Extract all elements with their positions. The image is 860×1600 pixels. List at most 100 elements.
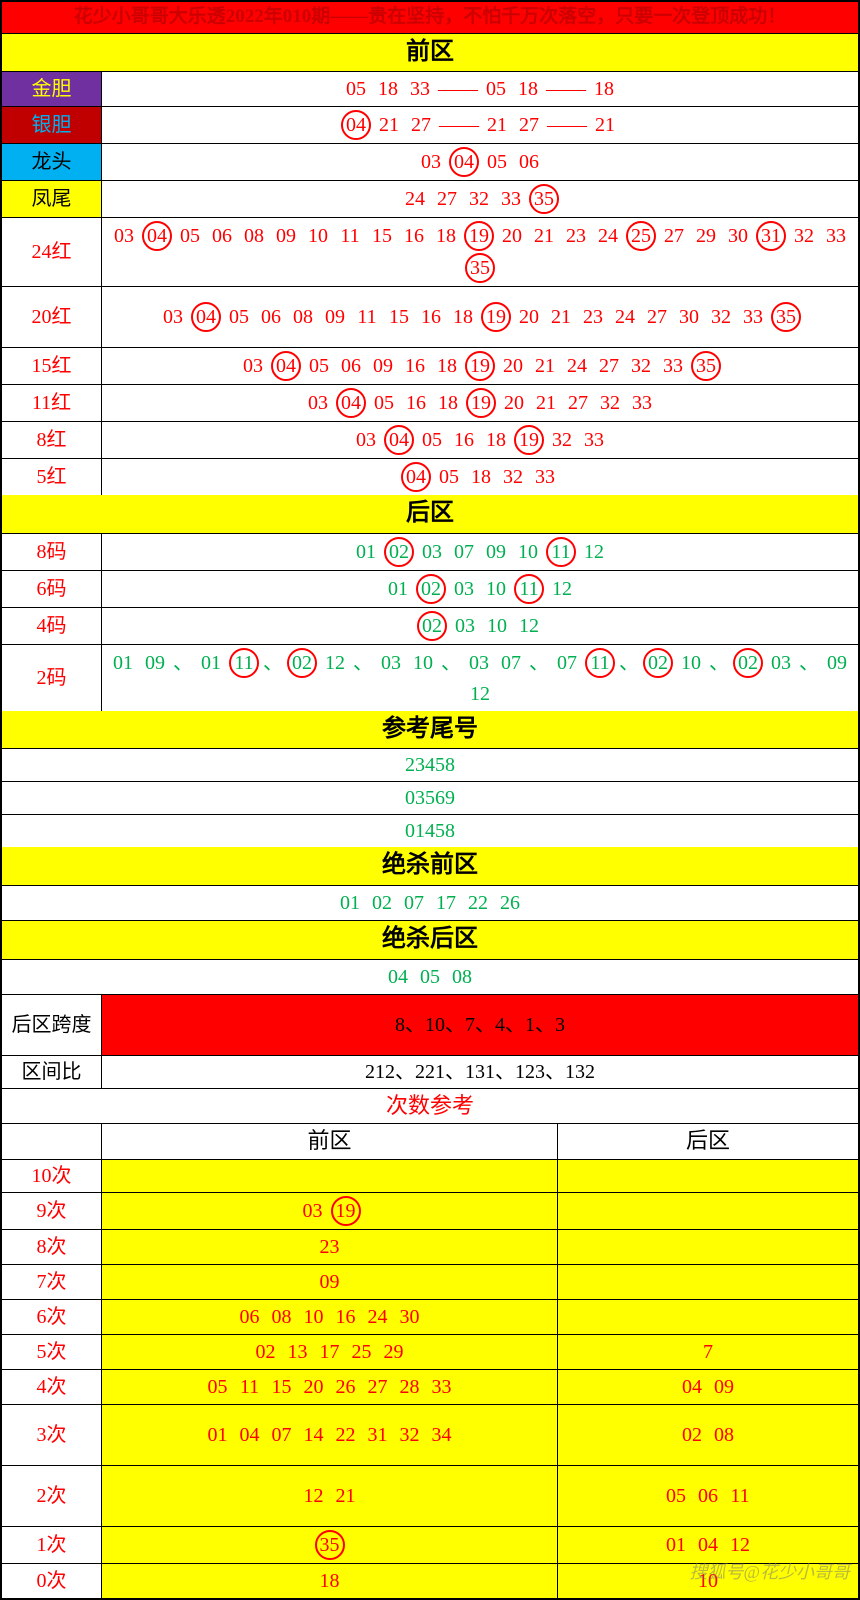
number: 12 (515, 612, 543, 640)
number: 09 (823, 649, 851, 677)
number: 08 (289, 303, 317, 331)
freq-front-label: 前区 (102, 1124, 558, 1159)
kill-back-header-row: 绝杀后区 (2, 921, 858, 960)
row-label: 4码 (2, 608, 102, 644)
number: 10 (483, 612, 511, 640)
number: 10 (482, 575, 510, 603)
number: 04 (142, 221, 172, 251)
front-row: 20红 030405060809111516181920212324273032… (2, 287, 858, 348)
number: 02 (368, 889, 396, 917)
tail-header: 参考尾号 (2, 711, 858, 749)
number: 04 (336, 388, 366, 418)
front-header: 前区 (2, 34, 858, 72)
number: 10 (677, 649, 705, 677)
number: 18 (316, 1567, 344, 1595)
freq-front-cell: 0213172529 (102, 1335, 558, 1369)
row-content: 03040506 (102, 144, 858, 180)
number: 18 (434, 389, 462, 417)
back-header-row: 后区 (2, 495, 858, 534)
number: 18 (374, 75, 402, 103)
number: 18 (433, 352, 461, 380)
number: 16 (401, 352, 429, 380)
number: 11 (353, 303, 381, 331)
number: 32 (499, 463, 527, 491)
number: 16 (417, 303, 445, 331)
number: 31 (364, 1421, 392, 1449)
row-content: 0304050608091115161819202123242730323335 (102, 287, 858, 347)
number: 05 (305, 352, 333, 380)
number: 14 (300, 1421, 328, 1449)
number: 10 (304, 222, 332, 250)
number: 16 (402, 389, 430, 417)
freq-front-cell: 35 (102, 1527, 558, 1563)
number: 19 (331, 1196, 361, 1226)
number: 23 (562, 222, 590, 250)
number: 06 (515, 148, 543, 176)
row-label: 6码 (2, 571, 102, 607)
number: 30 (675, 303, 703, 331)
number: 07 (268, 1421, 296, 1449)
number: 12 (726, 1531, 754, 1559)
span-content: 8、10、7、4、1、3 (102, 995, 858, 1055)
number: 03 (767, 649, 795, 677)
number: 04 (236, 1421, 264, 1449)
number: 33 (659, 352, 687, 380)
number: 05 (176, 222, 204, 250)
kill-back-row: 040508 (2, 960, 858, 995)
ratio-label: 区间比 (2, 1056, 102, 1088)
freq-header: 次数参考 (2, 1089, 858, 1124)
number: 19 (464, 221, 494, 251)
number: 02 (252, 1338, 280, 1366)
number: 32 (465, 185, 493, 213)
number: 29 (692, 222, 720, 250)
freq-header-row: 次数参考 (2, 1089, 858, 1125)
number: 24 (594, 222, 622, 250)
freq-row: 3次 0104071422313234 0208 (2, 1405, 858, 1466)
separator: —— (439, 111, 479, 139)
number: 20 (500, 389, 528, 417)
row-content: 0304050608091011151618192021232425272930… (102, 218, 858, 286)
number: 06 (257, 303, 285, 331)
number: 02 (384, 537, 414, 567)
number: 25 (626, 221, 656, 251)
number: 01 (336, 889, 364, 917)
number: 06 (337, 352, 365, 380)
front-row: 24红 030405060809101115161819202123242527… (2, 218, 858, 287)
tail-row: 03569 (2, 782, 858, 815)
number: 07 (497, 649, 525, 677)
front-row: 5红 0405183233 (2, 459, 858, 495)
number: 01 (204, 1421, 232, 1449)
number: 11 (585, 648, 615, 678)
number: 10 (694, 1567, 722, 1595)
number: 02 (733, 648, 763, 678)
number: 01 (109, 649, 137, 677)
number: 05 (662, 1482, 690, 1510)
ratio-row: 区间比 212、221、131、123、132 (2, 1056, 858, 1089)
freq-front-cell: 1221 (102, 1466, 558, 1526)
tail-content: 23458 (2, 749, 858, 781)
number: 22 (464, 889, 492, 917)
front-row: 15红 030405060916181920212427323335 (2, 348, 858, 385)
number: 05 (482, 75, 510, 103)
separator: —— (547, 111, 587, 139)
row-content: 051833——0518——18 (102, 72, 858, 106)
number: 03 (417, 148, 445, 176)
freq-row: 0次 18 10 (2, 1564, 858, 1598)
number: 18 (590, 75, 618, 103)
number: 03 (377, 649, 405, 677)
number: 20 (498, 222, 526, 250)
freq-row: 10次 (2, 1160, 858, 1193)
number: 13 (284, 1338, 312, 1366)
freq-row: 2次 1221 050611 (2, 1466, 858, 1527)
number: 21 (532, 389, 560, 417)
number: 24 (611, 303, 639, 331)
number: 27 (515, 111, 543, 139)
number: 05 (435, 463, 463, 491)
back-row: 8码 0102030709101112 (2, 534, 858, 571)
number: 35 (529, 184, 559, 214)
number: 29 (380, 1338, 408, 1366)
number: 01 (662, 1531, 690, 1559)
row-label: 8红 (2, 422, 102, 458)
number: 21 (530, 222, 558, 250)
freq-back-cell (558, 1193, 858, 1229)
